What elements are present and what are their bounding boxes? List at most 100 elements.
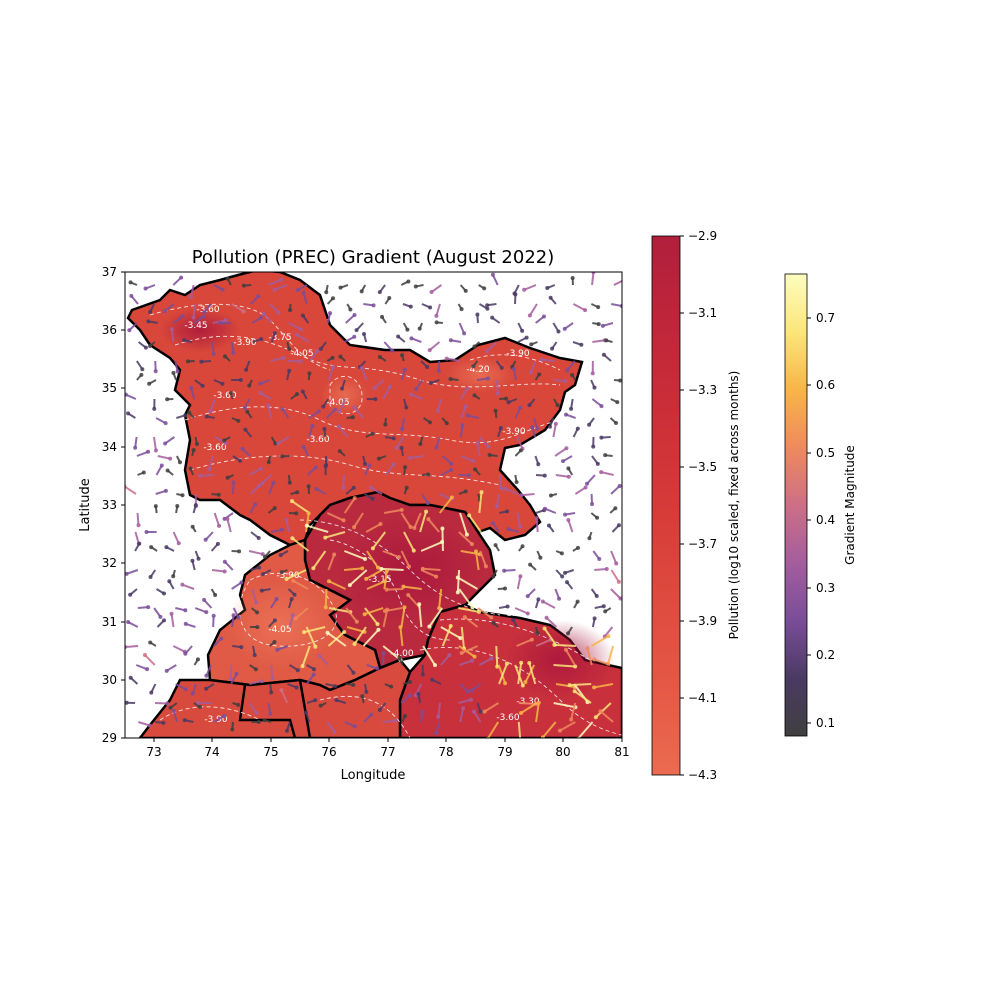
gradient-arrow-head xyxy=(301,390,305,394)
gradient-arrow-head xyxy=(471,364,475,368)
gradient-arrow-head xyxy=(427,625,431,629)
gradient-arrow-head xyxy=(352,525,356,529)
gradient-arrow-head xyxy=(377,457,381,461)
gradient-arrow-head xyxy=(602,604,606,608)
gradient-arrow-head xyxy=(220,382,224,386)
gradient-arrow-head xyxy=(275,648,279,652)
gradient-arrow-head xyxy=(317,409,321,413)
gradient-arrow-head xyxy=(260,589,264,593)
gradient-arrow-head xyxy=(165,397,169,401)
gradient-arrow-head xyxy=(449,468,453,472)
gradient-arrow xyxy=(570,684,592,685)
gradient-arrow-head xyxy=(430,290,434,294)
gradient-arrow-head xyxy=(385,588,389,592)
gradient-arrow-head xyxy=(491,521,495,525)
gradient-arrow-head xyxy=(592,685,596,689)
gradient-arrow-head xyxy=(585,646,589,650)
gradient-arrow xyxy=(145,655,155,665)
gradient-arrow-head xyxy=(376,628,380,632)
gradient-arrow-head xyxy=(332,552,336,556)
gradient-arrow-head xyxy=(536,631,540,635)
gradient-arrow-head xyxy=(488,453,492,457)
x-tick-label: 73 xyxy=(146,745,161,759)
gradient-arrow-head xyxy=(591,371,595,375)
gradient-arrow-head xyxy=(147,382,151,386)
gradient-arrow-head xyxy=(478,710,482,714)
gradient-arrow-head xyxy=(512,367,516,371)
gradient-arrow-head xyxy=(505,662,509,666)
gradient-arrow-head xyxy=(255,610,259,614)
gradient-arrow-head xyxy=(179,276,183,280)
gradient-arrow-head xyxy=(139,373,143,377)
gradient-arrow-head xyxy=(315,349,319,353)
gradient-arrow-head xyxy=(513,292,517,296)
gradient-arrow-head xyxy=(434,731,438,735)
gradient-arrow-head xyxy=(464,489,468,493)
gradient-arrow xyxy=(496,646,497,667)
gradient-arrow-head xyxy=(409,336,413,340)
gradient-arrow-head xyxy=(535,516,539,520)
gradient-arrow-head xyxy=(445,421,449,425)
gradient-arrow-head xyxy=(307,371,311,375)
gradient-arrow-head xyxy=(615,400,619,404)
gradient-arrow-head xyxy=(379,522,383,526)
gradient-arrow-head xyxy=(363,612,367,616)
gradient-arrow-head xyxy=(239,581,243,585)
gradient-arrow-head xyxy=(364,690,368,694)
gradient-arrow-head xyxy=(267,460,271,464)
gradient-arrow-head xyxy=(237,549,241,553)
gradient-arrow-head xyxy=(557,597,561,601)
gradient-arrow-head xyxy=(301,314,305,318)
gradient-arrow-head xyxy=(166,468,170,472)
gradient-arrow-head xyxy=(331,356,335,360)
gradient-arrow-head xyxy=(218,321,222,325)
gradient-arrow-head xyxy=(324,605,328,609)
gradient-arrow-head xyxy=(324,464,328,468)
gradient-arrow-head xyxy=(473,467,477,471)
x-tick-label: 76 xyxy=(321,745,336,759)
gradient-arrow-head xyxy=(428,420,432,424)
gradient-arrow-head xyxy=(429,381,433,385)
gradient-arrow-head xyxy=(571,276,575,280)
gradient-arrow-head xyxy=(269,691,273,695)
gradient-arrow-head xyxy=(198,474,202,478)
gradient-arrow-head xyxy=(566,631,570,635)
gradient-arrow-head xyxy=(273,506,277,510)
gradient-arrow-head xyxy=(302,291,306,295)
gradient-arrow-head xyxy=(128,593,132,597)
gradient-arrow-head xyxy=(597,322,601,326)
gradient-arrow-head xyxy=(259,467,263,471)
gradient-arrow-head xyxy=(244,368,248,372)
gradient-arrow-head xyxy=(505,509,509,513)
gradient-arrow-head xyxy=(568,683,572,687)
gradient-arrow-head xyxy=(462,331,466,335)
gradient-arrow-head xyxy=(254,600,258,604)
gradient-arrow-head xyxy=(528,314,532,318)
gradient-arrow-head xyxy=(360,694,364,698)
gradient-arrow-head xyxy=(576,427,580,431)
gradient-arrow-head xyxy=(421,672,425,676)
gradient-arrow-head xyxy=(597,557,601,561)
gradient-arrow-head xyxy=(176,369,180,373)
gradient-arrow-head xyxy=(378,708,382,712)
gradient-arrow-head xyxy=(601,324,605,328)
x-tick-label: 75 xyxy=(263,745,278,759)
gradient-arrow-head xyxy=(470,659,474,663)
gradient-arrow-head xyxy=(175,504,179,508)
gradient-arrow-head xyxy=(225,517,229,521)
gradient-arrow-head xyxy=(257,566,261,570)
gradient-arrow-head xyxy=(428,305,432,309)
gradient-arrow-head xyxy=(576,546,580,550)
gradient-arrow-head xyxy=(491,575,495,579)
gradient-arrow-head xyxy=(525,336,529,340)
gradient-arrow-head xyxy=(472,710,476,714)
gradient-arrow xyxy=(387,589,404,590)
gradient-arrow-head xyxy=(149,691,153,695)
gradient-arrow-head xyxy=(338,355,342,359)
gradient-arrow xyxy=(537,518,538,532)
gradient-arrow-head xyxy=(302,630,306,634)
gradient-arrow-head xyxy=(351,671,355,675)
gradient-arrow-head xyxy=(167,579,171,583)
gradient-arrow-head xyxy=(489,616,493,620)
gradient-arrow-head xyxy=(213,593,217,597)
